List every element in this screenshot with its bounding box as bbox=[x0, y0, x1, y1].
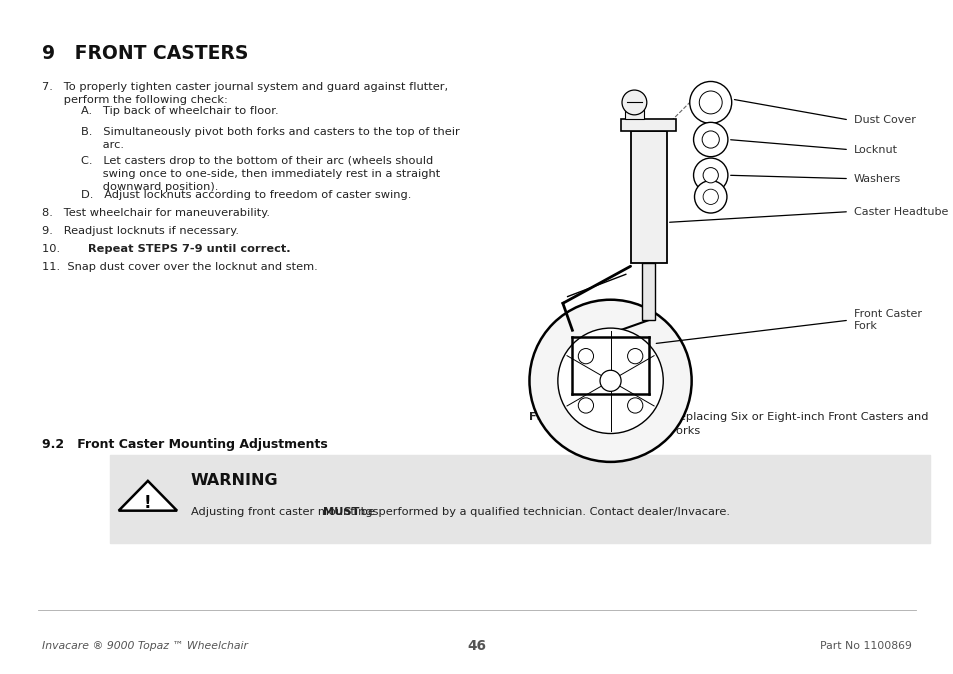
Text: Dust Cover: Dust Cover bbox=[853, 115, 915, 125]
Ellipse shape bbox=[627, 398, 642, 413]
Ellipse shape bbox=[627, 348, 642, 364]
Text: 8.   Test wheelchair for maneuverability.: 8. Test wheelchair for maneuverability. bbox=[42, 208, 270, 218]
Text: Front Caster
Fork: Front Caster Fork bbox=[853, 309, 921, 332]
Text: WARNING: WARNING bbox=[191, 473, 278, 488]
Text: 46: 46 bbox=[467, 639, 486, 652]
Text: Repeat STEPS 7-9 until correct.: Repeat STEPS 7-9 until correct. bbox=[88, 244, 290, 254]
Text: Caster Headtube: Caster Headtube bbox=[853, 207, 947, 216]
Ellipse shape bbox=[694, 181, 726, 213]
Text: 7.   To properly tighten caster journal system and guard against flutter,
      : 7. To properly tighten caster journal sy… bbox=[42, 82, 448, 105]
Ellipse shape bbox=[699, 91, 721, 114]
Text: Invacare ® 9000 Topaz ™ Wheelchair: Invacare ® 9000 Topaz ™ Wheelchair bbox=[42, 641, 248, 650]
Ellipse shape bbox=[693, 123, 727, 156]
Text: MUST: MUST bbox=[323, 507, 359, 517]
Text: FIGURE 1: FIGURE 1 bbox=[529, 412, 587, 423]
Ellipse shape bbox=[529, 300, 691, 462]
Text: Adjusting front caster mountings: Adjusting front caster mountings bbox=[191, 507, 381, 517]
Text: 9   FRONT CASTERS: 9 FRONT CASTERS bbox=[42, 44, 248, 63]
Ellipse shape bbox=[702, 189, 718, 204]
Bar bbox=[624, 107, 643, 119]
Ellipse shape bbox=[621, 90, 646, 115]
Text: 10.: 10. bbox=[42, 244, 68, 254]
Text: Washers: Washers bbox=[853, 174, 901, 183]
Bar bbox=[110, 455, 929, 543]
Ellipse shape bbox=[701, 131, 719, 148]
Text: Installing/Replacing Six or Eight-inch Front Casters and
                   Fork: Installing/Replacing Six or Eight-inch F… bbox=[600, 412, 927, 437]
Ellipse shape bbox=[702, 168, 718, 183]
Text: Locknut: Locknut bbox=[853, 145, 897, 154]
Ellipse shape bbox=[689, 82, 731, 123]
Text: B.   Simultaneously pivot both forks and casters to the top of their
      arc.: B. Simultaneously pivot both forks and c… bbox=[81, 127, 459, 150]
Text: !: ! bbox=[144, 494, 152, 512]
Text: 11.  Snap dust cover over the locknut and stem.: 11. Snap dust cover over the locknut and… bbox=[42, 262, 317, 272]
Text: 9.   Readjust locknuts if necessary.: 9. Readjust locknuts if necessary. bbox=[42, 226, 238, 236]
Ellipse shape bbox=[599, 370, 620, 392]
Text: C.   Let casters drop to the bottom of their arc (wheels should
      swing once: C. Let casters drop to the bottom of the… bbox=[81, 156, 440, 192]
Bar bbox=[630, 131, 666, 263]
Text: Part No 1100869: Part No 1100869 bbox=[820, 641, 911, 650]
Ellipse shape bbox=[693, 158, 727, 192]
Bar bbox=[620, 119, 676, 131]
Text: D.   Adjust locknuts according to freedom of caster swing.: D. Adjust locknuts according to freedom … bbox=[81, 190, 411, 200]
Bar bbox=[641, 263, 655, 320]
Ellipse shape bbox=[558, 328, 662, 433]
Text: 9.2   Front Caster Mounting Adjustments: 9.2 Front Caster Mounting Adjustments bbox=[42, 438, 328, 451]
Polygon shape bbox=[118, 481, 177, 511]
Ellipse shape bbox=[578, 398, 593, 413]
Ellipse shape bbox=[578, 348, 593, 364]
Text: A.   Tip back of wheelchair to floor.: A. Tip back of wheelchair to floor. bbox=[81, 106, 278, 116]
Text: be performed by a qualified technician. Contact dealer/Invacare.: be performed by a qualified technician. … bbox=[357, 507, 730, 517]
